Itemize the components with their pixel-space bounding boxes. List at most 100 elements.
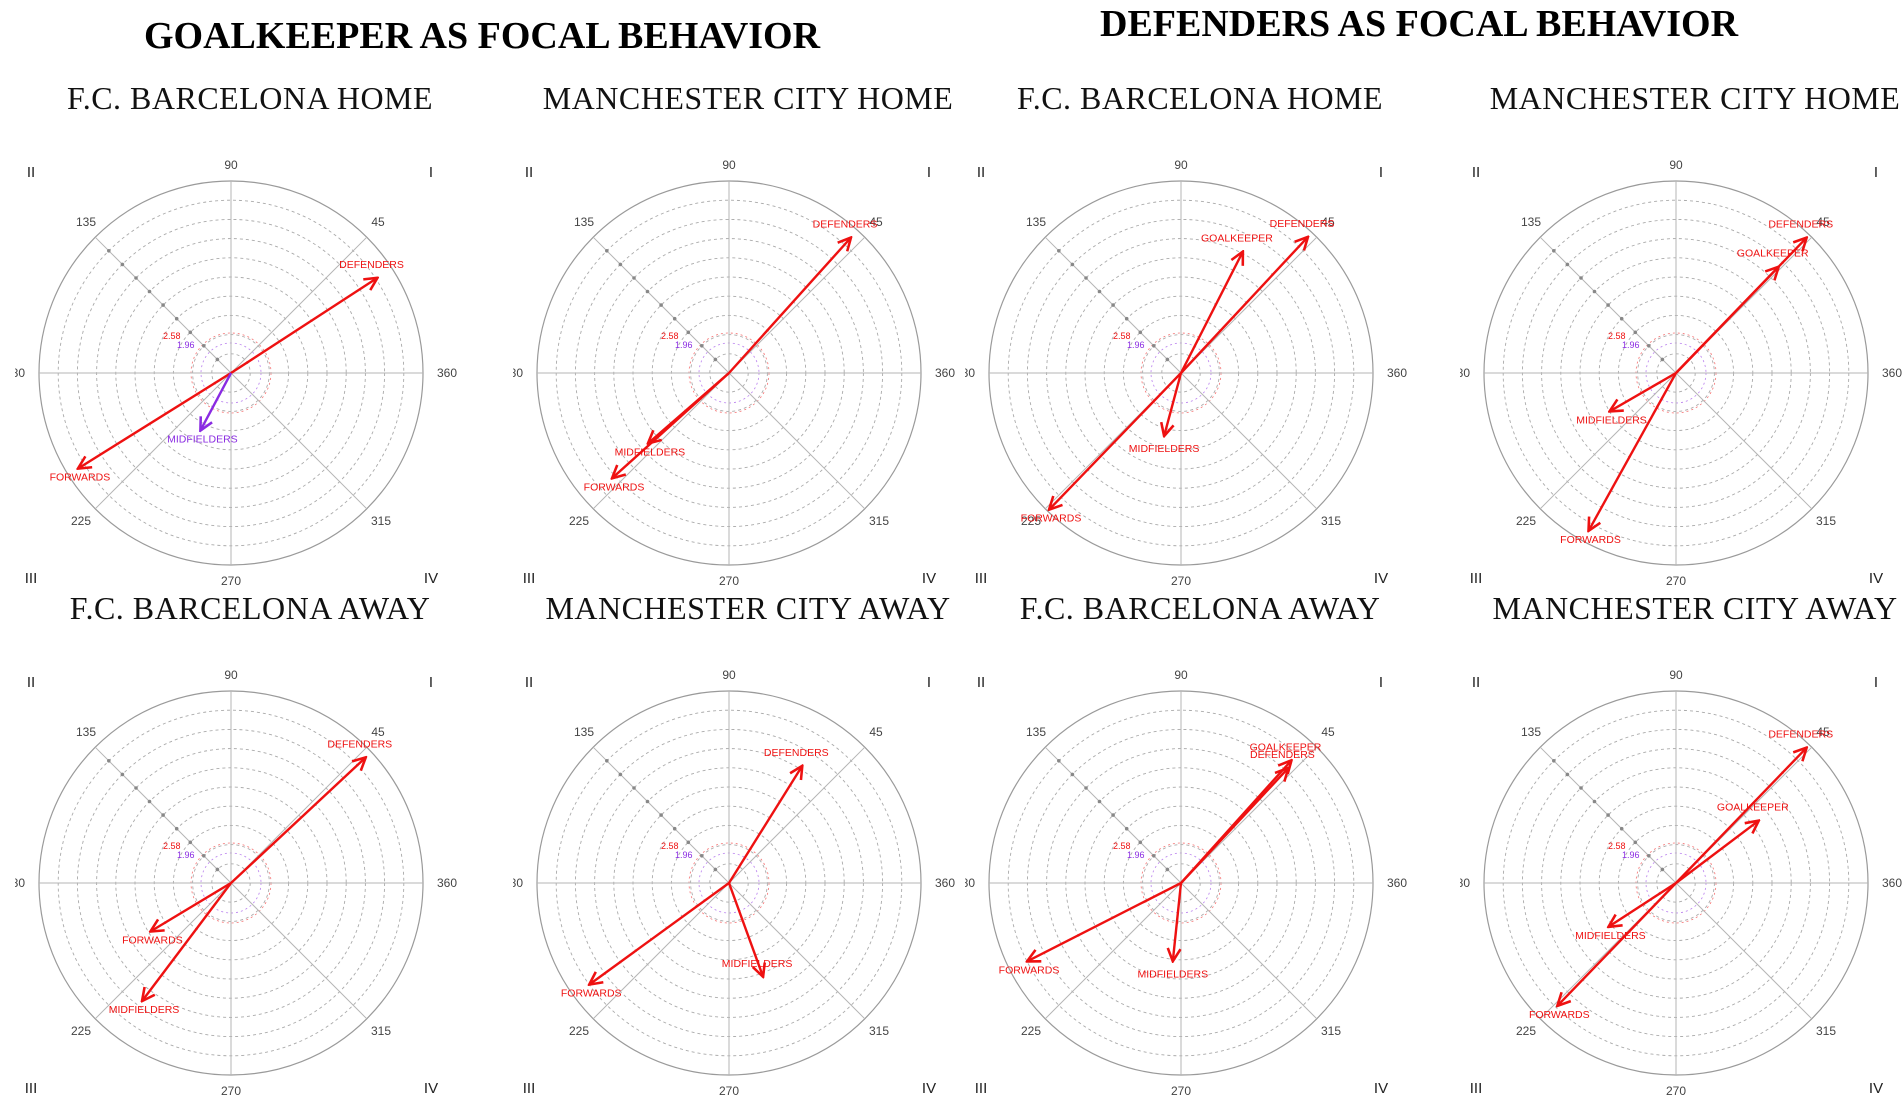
vector-label-forwards: FORWARDS [1560, 534, 1621, 546]
axis-tick [1579, 276, 1583, 280]
quadrant-label-I: I [927, 674, 931, 691]
angle-label-315: 315 [1321, 514, 1341, 528]
angle-label-135: 135 [574, 215, 594, 229]
quadrant-label-IV: IV [1869, 1080, 1883, 1097]
quadrant-label-IV: IV [424, 1080, 438, 1097]
polar-chart-plot: 2.581.969045180360225315270135IIIIIIIVDE… [513, 668, 955, 1098]
quadrant-label-I: I [1874, 164, 1878, 181]
ring-label-258: 2.58 [1113, 841, 1131, 851]
quadrant-label-II: II [525, 674, 533, 691]
quadrant-label-III: III [975, 570, 988, 587]
polar-chart-panel: F.C. BARCELONA HOME 2.581.96 90 45 180 360 225… [15, 68, 485, 588]
axis-tick [1070, 772, 1075, 777]
axis-tick [659, 303, 663, 307]
axis-tick [605, 249, 609, 253]
axis-tick [188, 330, 193, 335]
axis-tick [202, 344, 206, 348]
quadrant-label-II: II [27, 164, 35, 181]
angle-label-225: 225 [71, 1024, 91, 1038]
vector-arrow-midfielders [1164, 372, 1183, 436]
vector-label-goalkeeper: GOALKEEPER [1250, 741, 1322, 753]
axis-tick [700, 344, 704, 348]
ring-label-258: 2.58 [1608, 841, 1626, 851]
vector-label-midfielders: MIDFIELDERS [167, 434, 238, 446]
axis-tick [645, 799, 650, 804]
axis-tick [1111, 813, 1115, 817]
axis-tick [174, 826, 179, 831]
angle-label-90: 90 [1669, 668, 1683, 682]
axis-tick [1606, 813, 1610, 817]
ring-label-196: 1.96 [1622, 340, 1640, 350]
polar-chart-plot: 2.581.969045180360225315270135IIIIIIIVDE… [15, 668, 457, 1098]
chart-title: F.C. BARCELONA HOME [66, 80, 434, 116]
axis-tick [672, 316, 677, 321]
axis-tick [1660, 357, 1665, 362]
vector-label-defenders: DEFENDERS [327, 738, 392, 750]
angle-label-90: 90 [1669, 158, 1683, 172]
angle-label-90: 90 [224, 158, 238, 172]
angle-label-180: 180 [965, 876, 975, 890]
quadrant-label-IV: IV [922, 570, 936, 587]
axis-tick [120, 262, 125, 267]
quadrant-label-III: III [1470, 570, 1483, 587]
angle-label-135: 135 [1026, 215, 1046, 229]
angle-label-270: 270 [1666, 574, 1686, 588]
vector-label-forwards: FORWARDS [1021, 513, 1082, 525]
angle-label-45: 45 [869, 215, 883, 229]
vector-label-goalkeeper: GOALKEEPER [1717, 802, 1789, 814]
vector-label-defenders: DEFENDERS [1768, 219, 1833, 231]
axis-tick [1138, 840, 1143, 845]
angle-label-135: 135 [1521, 215, 1541, 229]
vector-arrow-midfielders [1610, 371, 1677, 411]
vector-arrow-forwards [150, 881, 232, 932]
quadrant-label-III: III [25, 1080, 38, 1097]
axis-tick [1057, 759, 1061, 763]
vector-arrow-forwards [612, 372, 730, 478]
vector-label-defenders: DEFENDERS [813, 219, 878, 231]
angle-label-315: 315 [1816, 514, 1836, 528]
ring-label-258: 2.58 [661, 841, 679, 851]
quadrant-label-I: I [1379, 164, 1383, 181]
vector-arrow-defenders [1675, 748, 1807, 884]
angle-label-315: 315 [371, 514, 391, 528]
polar-chart-panel: F.C. BARCELONA AWAY 2.581.96 90 45 180 360 225… [965, 578, 1435, 1098]
quadrant-label-III: III [25, 570, 38, 587]
axis-tick [161, 303, 165, 307]
quadrant-label-IV: IV [1374, 570, 1388, 587]
vector-label-forwards: FORWARDS [584, 481, 645, 493]
angle-label-225: 225 [1516, 514, 1536, 528]
axis-tick [107, 759, 111, 763]
vector-label-defenders: DEFENDERS [1250, 749, 1315, 761]
axis-tick [605, 759, 609, 763]
angle-label-315: 315 [1321, 1024, 1341, 1038]
angle-label-90: 90 [722, 668, 736, 682]
angle-label-180: 180 [15, 366, 25, 380]
axis-tick [161, 813, 165, 817]
quadrant-label-III: III [1470, 1080, 1483, 1097]
axis-tick [1165, 357, 1170, 362]
vector-label-forwards: FORWARDS [999, 964, 1060, 976]
vector-arrow-midfielders [142, 882, 232, 1001]
axis-tick [1633, 840, 1638, 845]
quadrant-label-II: II [1472, 164, 1480, 181]
axis-tick [1552, 249, 1556, 253]
vector-arrow-defenders [1180, 237, 1308, 374]
axis-tick [134, 786, 138, 790]
angle-label-315: 315 [869, 514, 889, 528]
vector-label-forwards: FORWARDS [561, 988, 622, 1000]
polar-chart-panel: MANCHESTER CITY HOME 2.581.96 90 45 180 360 22… [1460, 68, 1902, 588]
axis-tick [700, 854, 704, 858]
vector-arrow-forwards [1589, 372, 1678, 531]
angle-label-270: 270 [719, 574, 739, 588]
axis-tick [1565, 262, 1570, 267]
axis-tick [632, 786, 636, 790]
polar-chart-plot: 2.581.969045180360225315270135IIIIIIIVGO… [965, 668, 1407, 1098]
angle-label-135: 135 [1026, 725, 1046, 739]
vector-arrow-defenders [728, 238, 851, 374]
vector-arrow-forwards [1557, 882, 1677, 1006]
chart-title: F.C. BARCELONA HOME [1016, 80, 1384, 116]
vector-arrow-defenders [1180, 768, 1288, 884]
angle-label-180: 180 [965, 366, 975, 380]
polar-chart-plot: 2.581.969045180360225315270135IIIIIIIVGO… [965, 158, 1407, 588]
vector-arrow-midfielders [1173, 882, 1183, 961]
